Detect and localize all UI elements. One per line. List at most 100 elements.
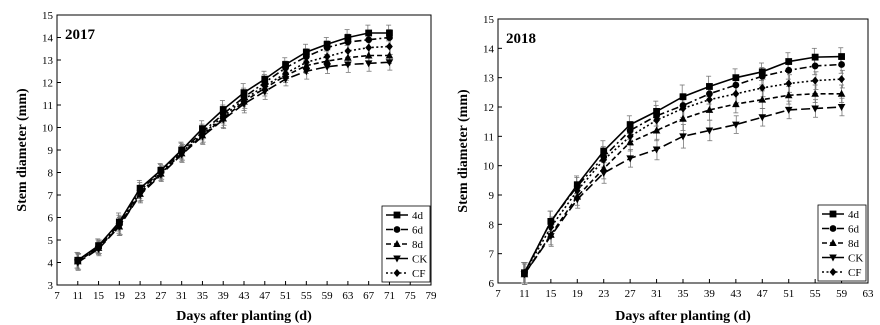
data-point [600,155,608,164]
legend-marker-6d [829,225,837,232]
data-point [364,51,373,59]
data-point [240,100,248,108]
x-tick-label: 51 [783,288,794,300]
data-point [837,89,846,97]
data-point [344,47,352,55]
legend-label-8d: 8d [848,238,860,250]
x-tick-label: 27 [155,290,167,302]
data-point [521,268,528,277]
y-axis-label: Stem diameter (mm) [456,89,471,213]
data-point [240,89,248,97]
data-point [837,104,846,111]
y-tick-label: 4 [48,258,54,270]
data-point [784,106,793,114]
x-tick-label: 63 [342,290,354,302]
data-point [811,89,819,97]
data-point [626,132,634,141]
data-point [365,43,373,52]
y-tick-label: 12 [483,102,494,114]
x-tick-label: 7 [495,288,501,300]
data-point [811,53,819,61]
x-tick-label: 11 [519,288,530,300]
y-tick-label: 15 [42,10,54,22]
legend-label-CF: CF [848,267,861,279]
plot-frame [56,14,432,286]
x-tick-label: 55 [810,288,822,300]
x-tick-label: 27 [625,288,637,300]
data-point [344,38,352,46]
data-point [653,116,660,125]
legend-marker-8d [393,240,401,247]
data-point [758,68,766,76]
panel-title: 2018 [506,31,536,47]
series-line-CF [77,45,390,263]
x-tick-label: 47 [259,290,271,302]
legend-label-CK: CK [412,254,427,266]
data-point [652,126,661,134]
series-CF [521,75,845,277]
data-point [365,29,373,37]
data-point [785,79,793,88]
x-axis-label: Days after planting (d) [176,309,312,324]
x-tick-label: 35 [678,288,690,300]
x-tick-label: 79 [426,290,438,302]
data-point [785,58,793,65]
data-point [365,36,373,44]
chart-panel-2017: 7 11 15 19 23 27 31 35 39 43 47 51 55 59 63 67 71 75 79345… [15,10,437,324]
y-tick-label: 8 [48,168,54,180]
y-tick-label: 10 [483,161,495,173]
data-point [95,242,102,251]
y-tick-label: 11 [42,100,53,112]
x-tick-label: 19 [572,288,584,300]
y-tick-label: 10 [42,123,54,135]
data-point [679,114,687,122]
series-6d [521,61,845,277]
y-tick-label: 13 [42,55,54,67]
data-point [323,57,331,65]
y-tick-label: 9 [489,190,495,202]
x-tick-label: 59 [836,288,848,300]
legend-marker-4d [829,210,837,218]
x-tick-label: 15 [93,290,105,302]
legend: 4d 6d 8d CK CF [381,205,431,283]
x-tick-label: 55 [301,290,313,302]
data-point [199,130,206,139]
data-point [302,58,310,67]
x-tick-label: 23 [598,288,610,300]
legend-label-4d: 4d [412,210,424,222]
x-tick-label: 39 [218,290,230,302]
y-tick-label: 12 [42,78,53,90]
panel-title: 2017 [65,27,96,43]
y-tick-label: 14 [42,33,54,45]
x-tick-label: 7 [54,290,60,302]
data-point [599,170,608,177]
y-tick-label: 9 [48,145,54,157]
legend-marker-CF [393,269,401,277]
x-tick-label: 31 [651,288,662,300]
legend-marker-CK [829,254,837,262]
data-point [385,59,394,67]
data-point [302,53,310,61]
data-point [547,218,555,225]
data-point [732,121,740,129]
data-point [323,44,331,52]
x-tick-label: 75 [405,290,417,302]
data-point [758,72,766,80]
data-point [811,62,819,70]
data-point [344,61,352,69]
legend-label-8d: 8d [412,239,424,251]
data-point [344,53,352,61]
data-point [811,105,819,113]
data-point [386,29,393,37]
data-point [732,89,740,98]
y-tick-label: 7 [489,249,495,261]
x-tick-label: 63 [863,288,875,300]
data-point [178,148,186,157]
error-bars-CK [522,97,845,285]
data-point [652,146,661,154]
data-point [573,186,581,195]
data-point [547,223,555,232]
data-point [758,114,767,122]
data-point [282,64,289,72]
